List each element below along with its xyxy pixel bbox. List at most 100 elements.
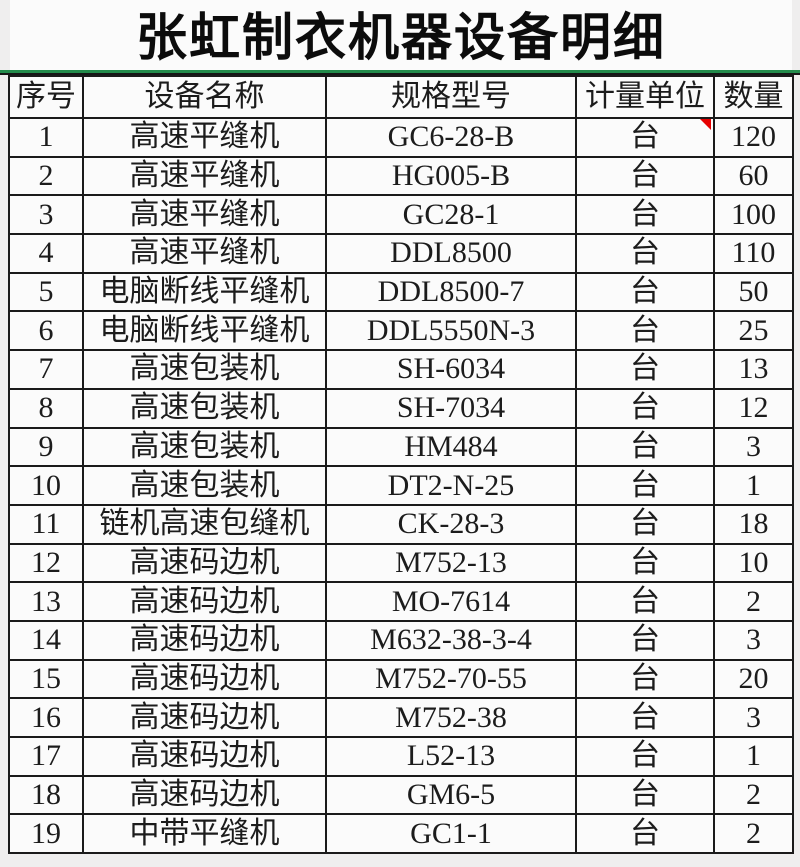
cell-unit[interactable]: 台 (575, 426, 715, 468)
cell-qty[interactable]: 1 (713, 465, 794, 506)
cell-name[interactable]: 高速码边机 (82, 658, 327, 700)
cell-no[interactable]: 6 (8, 310, 84, 352)
cell-name[interactable]: 高速平缝机 (82, 194, 327, 236)
cell-no[interactable]: 13 (8, 581, 84, 622)
cell-unit[interactable]: 台 (575, 271, 715, 313)
cell-qty[interactable]: 120 (713, 117, 794, 158)
cell-model[interactable]: SH-6034 (325, 349, 577, 390)
cell-name[interactable]: 高速包装机 (82, 387, 327, 429)
cell-no[interactable]: 10 (8, 465, 84, 506)
header-cell-name[interactable]: 设备名称 (82, 75, 327, 119)
cell-qty[interactable]: 13 (713, 349, 794, 390)
cell-name[interactable]: 高速包装机 (82, 426, 327, 468)
cell-no[interactable]: 9 (8, 426, 84, 468)
cell-no[interactable]: 5 (8, 271, 84, 313)
cell-qty[interactable]: 2 (713, 774, 794, 816)
cell-no[interactable]: 2 (8, 155, 84, 197)
cell-name[interactable]: 链机高速包缝机 (82, 503, 327, 545)
cell-qty[interactable]: 50 (713, 271, 794, 313)
cell-model[interactable]: CK-28-3 (325, 503, 577, 545)
cell-qty[interactable]: 20 (713, 658, 794, 700)
cell-model[interactable]: MO-7614 (325, 581, 577, 622)
cell-no[interactable]: 4 (8, 233, 84, 274)
cell-qty[interactable]: 18 (713, 503, 794, 545)
cell-no[interactable]: 15 (8, 658, 84, 700)
cell-no[interactable]: 14 (8, 619, 84, 661)
cell-qty[interactable]: 12 (713, 387, 794, 429)
cell-name[interactable]: 中带平缝机 (82, 813, 327, 855)
header-cell-model[interactable]: 规格型号 (325, 75, 577, 119)
cell-model[interactable]: SH-7034 (325, 387, 577, 429)
cell-model[interactable]: GC6-28-B (325, 117, 577, 158)
cell-name[interactable]: 高速包装机 (82, 349, 327, 390)
cell-unit[interactable]: 台 (575, 503, 715, 545)
header-cell-unit[interactable]: 计量单位 (575, 75, 715, 119)
cell-no[interactable]: 11 (8, 503, 84, 545)
cell-no[interactable]: 1 (8, 117, 84, 158)
header-cell-qty[interactable]: 数量 (713, 75, 794, 119)
cell-unit[interactable]: 台 (575, 774, 715, 816)
cell-no[interactable]: 7 (8, 349, 84, 390)
cell-model[interactable]: DDL8500 (325, 233, 577, 274)
cell-model[interactable]: HM484 (325, 426, 577, 468)
cell-name[interactable]: 高速平缝机 (82, 233, 327, 274)
cell-qty[interactable]: 10 (713, 542, 794, 584)
cell-name[interactable]: 高速码边机 (82, 697, 327, 738)
cell-model[interactable]: M752-38 (325, 697, 577, 738)
comment-marker-icon[interactable] (700, 119, 711, 130)
cell-no[interactable]: 19 (8, 813, 84, 855)
cell-unit[interactable]: 台 (575, 581, 715, 622)
cell-qty[interactable]: 2 (713, 581, 794, 622)
cell-no[interactable]: 16 (8, 697, 84, 738)
cell-qty[interactable]: 2 (713, 813, 794, 855)
title-merged-cell[interactable]: 张虹制衣机器设备明细 (10, 0, 792, 70)
cell-name[interactable]: 高速码边机 (82, 619, 327, 661)
cell-unit[interactable]: 台 (575, 736, 715, 777)
cell-no[interactable]: 3 (8, 194, 84, 236)
cell-name[interactable]: 电脑断线平缝机 (82, 271, 327, 313)
cell-model[interactable]: DDL8500-7 (325, 271, 577, 313)
cell-unit[interactable]: 台 (575, 465, 715, 506)
cell-unit[interactable]: 台 (575, 349, 715, 390)
cell-unit[interactable]: 台 (575, 813, 715, 855)
cell-qty[interactable]: 25 (713, 310, 794, 352)
cell-model[interactable]: DDL5550N-3 (325, 310, 577, 352)
cell-model[interactable]: GC28-1 (325, 194, 577, 236)
cell-name[interactable]: 高速码边机 (82, 542, 327, 584)
cell-name[interactable]: 高速码边机 (82, 774, 327, 816)
cell-model[interactable]: M752-13 (325, 542, 577, 584)
cell-qty[interactable]: 100 (713, 194, 794, 236)
cell-qty[interactable]: 1 (713, 736, 794, 777)
cell-unit[interactable]: 台 (575, 194, 715, 236)
cell-unit[interactable]: 台 (575, 117, 715, 158)
cell-name[interactable]: 高速包装机 (82, 465, 327, 506)
cell-unit[interactable]: 台 (575, 233, 715, 274)
cell-unit[interactable]: 台 (575, 658, 715, 700)
header-cell-no[interactable]: 序号 (8, 75, 84, 119)
cell-unit[interactable]: 台 (575, 310, 715, 352)
cell-name[interactable]: 高速码边机 (82, 581, 327, 622)
cell-unit[interactable]: 台 (575, 387, 715, 429)
cell-model[interactable]: M752-70-55 (325, 658, 577, 700)
cell-unit[interactable]: 台 (575, 155, 715, 197)
cell-model[interactable]: GC1-1 (325, 813, 577, 855)
cell-qty[interactable]: 60 (713, 155, 794, 197)
cell-qty[interactable]: 110 (713, 233, 794, 274)
cell-no[interactable]: 8 (8, 387, 84, 429)
cell-name[interactable]: 高速平缝机 (82, 155, 327, 197)
cell-model[interactable]: HG005-B (325, 155, 577, 197)
cell-no[interactable]: 18 (8, 774, 84, 816)
cell-name[interactable]: 电脑断线平缝机 (82, 310, 327, 352)
cell-qty[interactable]: 3 (713, 697, 794, 738)
cell-model[interactable]: M632-38-3-4 (325, 619, 577, 661)
cell-model[interactable]: GM6-5 (325, 774, 577, 816)
cell-name[interactable]: 高速码边机 (82, 736, 327, 777)
cell-model[interactable]: L52-13 (325, 736, 577, 777)
cell-no[interactable]: 17 (8, 736, 84, 777)
cell-unit[interactable]: 台 (575, 619, 715, 661)
cell-no[interactable]: 12 (8, 542, 84, 584)
cell-name[interactable]: 高速平缝机 (82, 117, 327, 158)
cell-qty[interactable]: 3 (713, 426, 794, 468)
cell-qty[interactable]: 3 (713, 619, 794, 661)
cell-model[interactable]: DT2-N-25 (325, 465, 577, 506)
